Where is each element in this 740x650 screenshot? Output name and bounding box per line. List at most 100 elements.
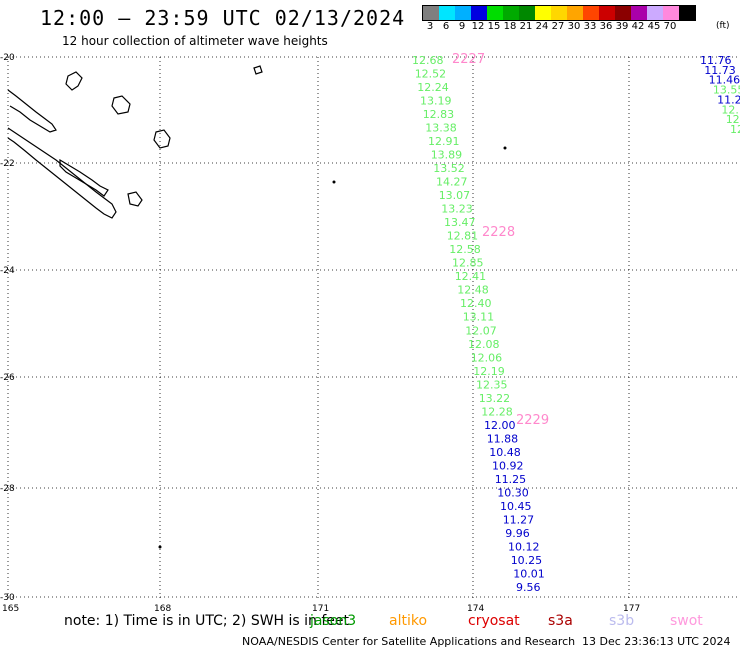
swh-value: 12.58	[449, 243, 481, 256]
legend-swatch	[663, 6, 679, 20]
altimeter-track-a: 12.6812.5212.2413.1912.8313.3812.9113.89…	[412, 54, 545, 594]
legend-label: 18	[503, 21, 517, 32]
pass-time-labels: 2227 2228 2229	[452, 52, 549, 428]
legend-swatch	[567, 6, 583, 20]
swh-value: 10.45	[500, 500, 532, 513]
swh-value: 12.07	[465, 324, 497, 337]
legend-swatch	[551, 6, 567, 20]
swh-value: 11.46	[709, 74, 740, 87]
swh-value: 12.	[726, 113, 740, 126]
swh-value: 12.48	[457, 284, 489, 297]
longitude-label: 168	[154, 604, 171, 614]
legend-label: 70	[663, 21, 677, 32]
swh-value: 13.55	[713, 84, 740, 97]
legend-swatch	[423, 6, 439, 20]
swh-value: 11.2	[717, 93, 740, 106]
swh-value: 11.76	[700, 54, 732, 67]
swh-value: 12.19	[473, 365, 505, 378]
pass-time-label: 2228	[482, 225, 515, 240]
swh-value: 14.27	[436, 176, 468, 189]
swh-value: 11.88	[487, 432, 519, 445]
islet-hunter	[503, 146, 507, 150]
swh-value: 12.00	[484, 419, 516, 432]
satellite-name: cryosat	[468, 613, 520, 629]
swh-value: 13.89	[431, 149, 463, 162]
swh-value: 13.22	[479, 392, 511, 405]
swh-value: 13.07	[439, 189, 471, 202]
legend-label: 6	[442, 21, 450, 32]
swh-value: 10.12	[508, 541, 540, 554]
swh-value: 10.92	[492, 459, 524, 472]
legend-unit: (ft)	[716, 21, 730, 31]
coastline-island-lifou	[111, 95, 131, 115]
legend-label: 24	[535, 21, 549, 32]
pass-time-label: 2227	[452, 52, 485, 67]
swh-value: 12.68	[412, 54, 444, 67]
satellite-name: jason3	[310, 613, 357, 629]
latitude-label: -30	[0, 593, 15, 603]
legend-swatch	[439, 6, 455, 20]
coastline-isle-of-pines	[127, 191, 143, 207]
islet-walpole	[332, 180, 336, 184]
satellite-name: s3a	[548, 613, 573, 629]
coastline-island-mare	[153, 129, 171, 149]
legend-swatch	[471, 6, 487, 20]
legend-label: 39	[615, 21, 629, 32]
page-title: 12:00 – 23:59 UTC 02/13/2024	[40, 6, 406, 30]
legend-label: 45	[647, 21, 661, 32]
islet-south	[158, 545, 162, 549]
coastline-new-caledonia	[7, 127, 117, 219]
longitude-label: 165	[2, 604, 19, 614]
swh-value: 9.96	[505, 527, 530, 540]
legend-label: 36	[599, 21, 613, 32]
legend-label: 12	[471, 21, 485, 32]
swh-value: 11.73	[704, 64, 736, 77]
legend-label: 21	[519, 21, 533, 32]
coastline-small-islet	[253, 65, 263, 75]
latitude-label: -24	[0, 266, 15, 276]
satellite-name: swot	[670, 613, 703, 629]
legend-swatch	[487, 6, 503, 20]
map-gridlines	[7, 56, 740, 600]
legend-swatch	[615, 6, 631, 20]
legend-label: 15	[487, 21, 501, 32]
swh-value: 12.85	[452, 257, 484, 270]
legend-label: 30	[567, 21, 581, 32]
swh-value: 11.27	[503, 513, 535, 526]
swh-value: 13.38	[425, 122, 457, 135]
coastline-reef-line	[59, 158, 109, 197]
timestamp: 13 Dec 23:36:13 UTC 2024	[582, 635, 731, 648]
longitude-label: 177	[623, 604, 640, 614]
swh-value: 12.35	[476, 378, 508, 391]
legend-swatch	[503, 6, 519, 20]
longitude-label: 174	[467, 604, 484, 614]
satellite-name: altiko	[389, 613, 428, 629]
swh-value: 12	[730, 123, 740, 136]
coastline	[7, 65, 263, 219]
small-islands	[158, 146, 507, 549]
legend-label: 42	[631, 21, 645, 32]
swh-value: 12.28	[481, 405, 513, 418]
latitude-label: -20	[0, 53, 15, 63]
footnote-text: note: 1) Time is in UTC; 2) SWH is in fe…	[64, 613, 350, 629]
swh-value: 13.23	[441, 203, 473, 216]
legend-swatch	[519, 6, 535, 20]
satellite-name: s3b	[609, 613, 635, 629]
swh-value: 10.01	[513, 568, 545, 581]
swh-value: 13.47	[444, 216, 476, 229]
swh-value: 12.24	[417, 81, 449, 94]
swh-value: 10.25	[511, 554, 543, 567]
pass-time-label: 2229	[516, 413, 549, 428]
legend-label: 33	[583, 21, 597, 32]
swh-value: 12.41	[455, 270, 487, 283]
swh-value: 13.11	[463, 311, 495, 324]
longitude-label: 171	[312, 604, 329, 614]
swh-value: 10.30	[497, 486, 529, 499]
swh-value: 12.81	[447, 230, 479, 243]
swh-value: 12.06	[471, 351, 503, 364]
legend-label: 3	[426, 21, 434, 32]
legend-label: 9	[458, 21, 466, 32]
